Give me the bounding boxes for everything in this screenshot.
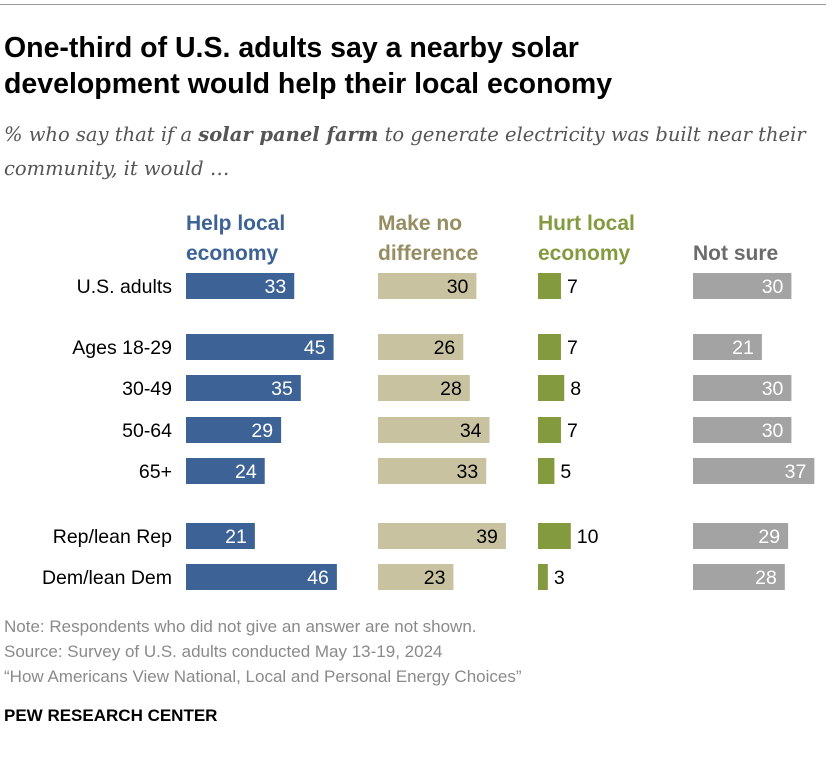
bar-2 — [538, 417, 561, 443]
bar-3 — [693, 417, 792, 443]
bar-value-label: 33 — [265, 276, 287, 298]
footnotes: Note: Respondents who did not give an an… — [4, 614, 834, 689]
bar-value-label: 26 — [434, 337, 456, 359]
subtitle-text-post: to generate electricity was built near t… — [4, 123, 806, 180]
bar-3 — [693, 334, 762, 360]
report-title: “How Americans View National, Local and … — [4, 667, 522, 686]
bar-value-label: 3 — [554, 567, 565, 589]
bar-1 — [378, 273, 477, 299]
bar-2 — [538, 564, 548, 590]
top-rule — [0, 4, 826, 5]
category-label: Dem/lean Dem — [42, 567, 172, 589]
bar-1 — [378, 375, 470, 401]
bar-3 — [693, 273, 792, 299]
bar-value-label: 30 — [762, 378, 784, 400]
category-label: U.S. adults — [77, 276, 173, 298]
category-label: 30-49 — [122, 378, 172, 400]
bar-value-label: 24 — [235, 461, 257, 483]
category-label: 50-64 — [122, 420, 172, 442]
bar-3 — [693, 375, 792, 401]
bar-3 — [693, 564, 785, 590]
bar-value-label: 34 — [460, 420, 482, 442]
subtitle-text-pre: % who say that if a — [4, 123, 199, 146]
bar-2 — [538, 523, 571, 549]
bar-0 — [186, 273, 295, 299]
bar-value-label: 30 — [762, 276, 784, 298]
subtitle-emphasis: solar panel farm — [198, 123, 379, 146]
bar-value-label: 28 — [755, 567, 777, 589]
bar-3 — [693, 458, 815, 484]
bar-value-label: 10 — [577, 526, 599, 548]
brand-logo-text: PEW RESEARCH CENTER — [4, 706, 218, 725]
bar-1 — [378, 523, 506, 549]
title-line-1: One-third of U.S. adults say a nearby so… — [4, 32, 579, 64]
title-line-2: development would help their local econo… — [4, 68, 613, 100]
category-label: Ages 18-29 — [72, 337, 172, 359]
bar-1 — [378, 564, 454, 590]
category-label: Rep/lean Rep — [53, 526, 172, 548]
bar-value-label: 29 — [251, 420, 273, 442]
category-label: 65+ — [139, 461, 172, 483]
bar-0 — [186, 417, 282, 443]
bar-value-label: 46 — [307, 567, 329, 589]
bar-0 — [186, 564, 337, 590]
bar-value-label: 7 — [567, 337, 578, 359]
bar-0 — [186, 375, 301, 401]
series-header-3-line-0: Not sure — [693, 242, 778, 265]
bar-value-label: 7 — [567, 420, 578, 442]
bar-2 — [538, 458, 555, 484]
bar-value-label: 5 — [560, 461, 571, 483]
series-header-1-line-1: difference — [378, 242, 478, 265]
series-header-2-line-0: Hurt local — [538, 212, 635, 235]
source-text: Source: Survey of U.S. adults conducted … — [4, 642, 443, 661]
bar-value-label: 8 — [570, 378, 581, 400]
bar-value-label: 33 — [457, 461, 479, 483]
bar-value-label: 29 — [758, 526, 780, 548]
bar-1 — [378, 458, 487, 484]
bar-0 — [186, 458, 265, 484]
bar-1 — [378, 417, 490, 443]
bar-2 — [538, 273, 561, 299]
bar-value-label: 21 — [732, 337, 754, 359]
series-header-1-line-0: Make no — [378, 212, 462, 235]
bar-3 — [693, 523, 789, 549]
bar-value-label: 30 — [447, 276, 469, 298]
bar-value-label: 37 — [785, 461, 807, 483]
bar-value-label: 7 — [567, 276, 578, 298]
bar-2 — [538, 375, 565, 401]
bar-chart: Help local economy Make no difference Hurt l… — [42, 212, 815, 590]
series-header-2-line-1: economy — [538, 242, 631, 265]
bar-value-label: 39 — [476, 526, 498, 548]
series-header-0-line-0: Help local — [186, 212, 285, 235]
series-header-0-line-1: economy — [186, 242, 279, 265]
bar-value-label: 28 — [440, 378, 462, 400]
bar-value-label: 45 — [304, 337, 326, 359]
bar-0 — [186, 523, 255, 549]
bar-value-label: 21 — [225, 526, 247, 548]
bar-1 — [378, 334, 464, 360]
chart-title: One-third of U.S. adults say a nearby so… — [4, 30, 824, 102]
note-text: Note: Respondents who did not give an an… — [4, 617, 477, 636]
chart-subtitle: % who say that if a solar panel farm to … — [4, 118, 830, 186]
bar-value-label: 30 — [762, 420, 784, 442]
bar-2 — [538, 334, 561, 360]
bar-value-label: 23 — [424, 567, 446, 589]
bar-value-label: 35 — [271, 378, 293, 400]
bar-0 — [186, 334, 334, 360]
